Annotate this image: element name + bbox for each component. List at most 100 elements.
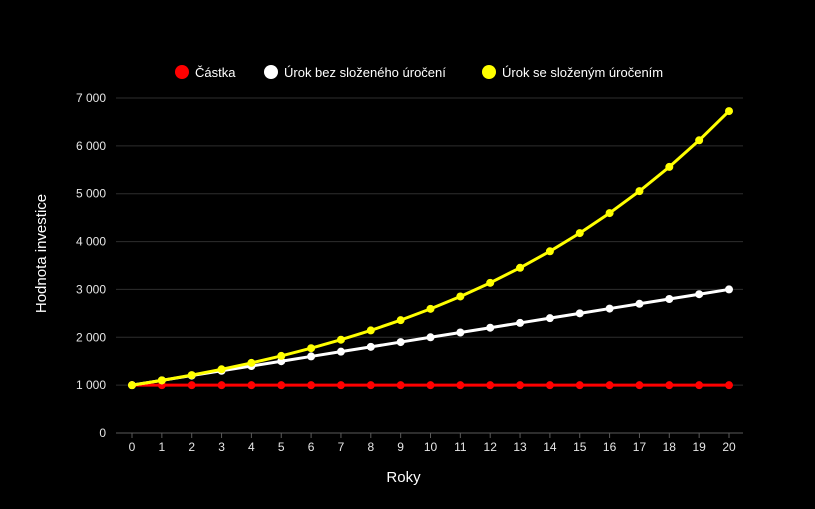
legend-label: Částka xyxy=(195,65,236,80)
data-point xyxy=(336,335,345,344)
data-point xyxy=(695,136,704,145)
data-point xyxy=(277,351,286,360)
data-point xyxy=(516,381,525,390)
data-point xyxy=(187,381,196,390)
legend-marker xyxy=(482,65,496,79)
data-point xyxy=(396,316,405,325)
x-tick-label: 9 xyxy=(397,440,404,454)
data-point xyxy=(277,381,286,390)
data-point xyxy=(128,381,136,390)
data-point xyxy=(366,381,375,390)
data-point xyxy=(336,381,345,390)
y-tick-label: 5 000 xyxy=(76,187,106,201)
x-tick-label: 16 xyxy=(603,440,617,454)
data-point xyxy=(187,371,196,380)
data-point xyxy=(366,326,375,335)
x-tick-label: 14 xyxy=(543,440,557,454)
series-line xyxy=(131,109,731,387)
data-point xyxy=(605,381,614,390)
data-point xyxy=(545,247,554,256)
x-tick-label: 2 xyxy=(188,440,195,454)
data-point xyxy=(307,352,316,361)
data-point xyxy=(665,162,674,171)
data-point xyxy=(575,229,584,238)
data-point xyxy=(426,381,435,390)
data-point xyxy=(725,381,733,390)
x-tick-label: 6 xyxy=(308,440,315,454)
data-point xyxy=(426,333,435,342)
x-axis-title: Roky xyxy=(386,469,421,486)
y-tick-label: 0 xyxy=(99,426,106,440)
data-point xyxy=(486,278,495,287)
data-point xyxy=(605,304,614,313)
x-tick-label: 13 xyxy=(513,440,527,454)
legend-label: Úrok se složeným úročením xyxy=(502,65,663,80)
x-tick-label: 5 xyxy=(278,440,285,454)
data-point xyxy=(366,342,375,351)
data-point xyxy=(456,328,465,337)
y-tick-label: 4 000 xyxy=(76,235,106,249)
data-point xyxy=(486,381,495,390)
x-tick-label: 12 xyxy=(484,440,498,454)
data-point xyxy=(545,314,554,323)
y-tick-label: 2 000 xyxy=(76,330,106,344)
data-point xyxy=(575,309,584,318)
data-point xyxy=(695,290,704,299)
x-tick-label: 0 xyxy=(129,440,136,454)
data-point xyxy=(217,381,226,390)
data-point xyxy=(217,365,226,374)
data-point xyxy=(307,381,316,390)
legend-item[interactable]: Úrok se složeným úročením xyxy=(482,65,663,80)
data-point xyxy=(247,358,256,367)
x-tick-label: 3 xyxy=(218,440,225,454)
x-tick-label: 4 xyxy=(248,440,255,454)
data-point xyxy=(725,285,733,294)
data-point xyxy=(635,381,644,390)
data-point xyxy=(605,209,614,218)
legend-marker xyxy=(175,65,189,79)
y-tick-label: 3 000 xyxy=(76,282,106,296)
series-2 xyxy=(128,107,733,390)
data-point xyxy=(516,318,525,327)
legend-item[interactable]: Částka xyxy=(175,65,236,80)
y-tick-label: 7 000 xyxy=(76,91,106,105)
data-point xyxy=(575,381,584,390)
data-point xyxy=(157,376,166,385)
x-tick-label: 1 xyxy=(159,440,166,454)
data-point xyxy=(307,344,316,353)
data-point xyxy=(545,381,554,390)
data-point xyxy=(486,323,495,332)
x-tick-label: 11 xyxy=(454,440,467,454)
y-axis-title: Hodnota investice xyxy=(33,194,50,313)
data-point xyxy=(665,381,674,390)
grid-lines xyxy=(116,97,743,386)
x-tick-label: 15 xyxy=(573,440,587,454)
series-0 xyxy=(128,381,733,390)
data-point xyxy=(665,295,674,303)
x-tick-label: 8 xyxy=(367,440,374,454)
data-point xyxy=(426,304,435,313)
data-point xyxy=(396,381,405,390)
data-point xyxy=(695,381,704,390)
data-point xyxy=(635,187,644,196)
data-point xyxy=(635,299,644,308)
x-tick-label: 10 xyxy=(424,440,438,454)
data-point xyxy=(456,381,465,390)
legend-item[interactable]: Úrok bez složeného úročení xyxy=(264,65,446,80)
data-point xyxy=(247,381,256,390)
legend-label: Úrok bez složeného úročení xyxy=(284,65,446,80)
legend-marker xyxy=(264,65,278,79)
x-tick-label: 18 xyxy=(663,440,677,454)
data-point xyxy=(336,347,345,356)
data-point xyxy=(396,338,405,347)
data-point xyxy=(516,263,525,272)
x-axis-ticks: 0 1 2 3 4 5 6 7 8 9 10 11 12 13 14 15 16 17 18 19 20 xyxy=(129,433,736,454)
data-point xyxy=(456,292,465,301)
x-tick-label: 17 xyxy=(633,440,647,454)
x-tick-label: 20 xyxy=(722,440,736,454)
y-tick-label: 1 000 xyxy=(76,378,106,392)
x-tick-label: 7 xyxy=(338,440,345,454)
legend: Částka Úrok bez složeného úročení Úrok se … xyxy=(175,65,663,80)
y-tick-label: 6 000 xyxy=(76,139,106,153)
